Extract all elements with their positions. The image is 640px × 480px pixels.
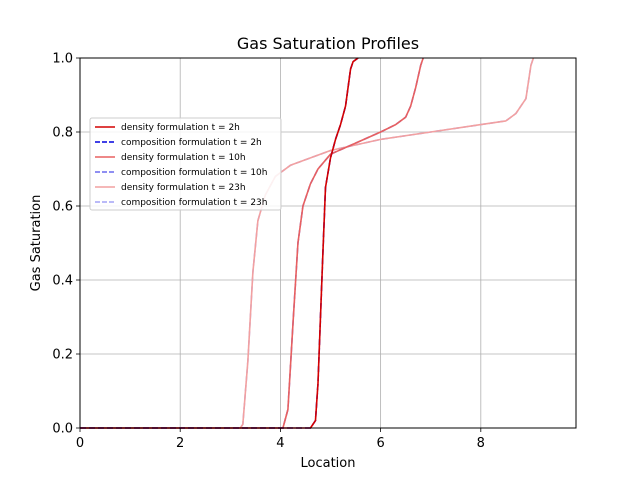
legend-label-0: density formulation t = 2h xyxy=(121,123,240,133)
y-tick-label: 0.4 xyxy=(52,274,73,289)
x-axis-label: Location xyxy=(301,456,356,471)
series-lines xyxy=(80,57,535,429)
y-tick-label: 0.2 xyxy=(52,348,73,363)
legend: density formulation t = 2h composition fo… xyxy=(89,117,282,211)
y-axis-label: Gas Saturation xyxy=(29,195,44,292)
x-tick-label: 6 xyxy=(376,436,384,451)
series-line-2 xyxy=(80,57,424,429)
legend-label-2: density formulation t = 10h xyxy=(121,153,246,163)
x-tick-label: 8 xyxy=(477,436,485,451)
x-tick-label: 4 xyxy=(276,436,284,451)
series-line-4 xyxy=(80,57,535,429)
x-tick-label: 0 xyxy=(76,436,84,451)
legend-box xyxy=(89,117,282,211)
y-tick-label: 0.0 xyxy=(52,422,73,437)
plot-area-frame xyxy=(79,57,577,429)
y-tick-label: 1.0 xyxy=(52,52,73,67)
y-tick-label: 0.6 xyxy=(52,200,73,215)
legend-label-4: density formulation t = 23h xyxy=(121,183,246,193)
legend-label-3: composition formulation t = 10h xyxy=(121,168,267,178)
series-line-0 xyxy=(80,57,359,429)
legend-label-1: composition formulation t = 2h xyxy=(121,138,262,148)
y-tick-label: 0.8 xyxy=(52,126,73,141)
legend-label-5: composition formulation t = 23h xyxy=(121,198,267,208)
chart-title: Gas Saturation Profiles xyxy=(237,34,419,53)
x-tick-label: 2 xyxy=(176,436,184,451)
axis-ticks: 0 2 4 6 8 0.0 0.2 0.4 0.6 0.8 1.0 xyxy=(52,52,485,452)
